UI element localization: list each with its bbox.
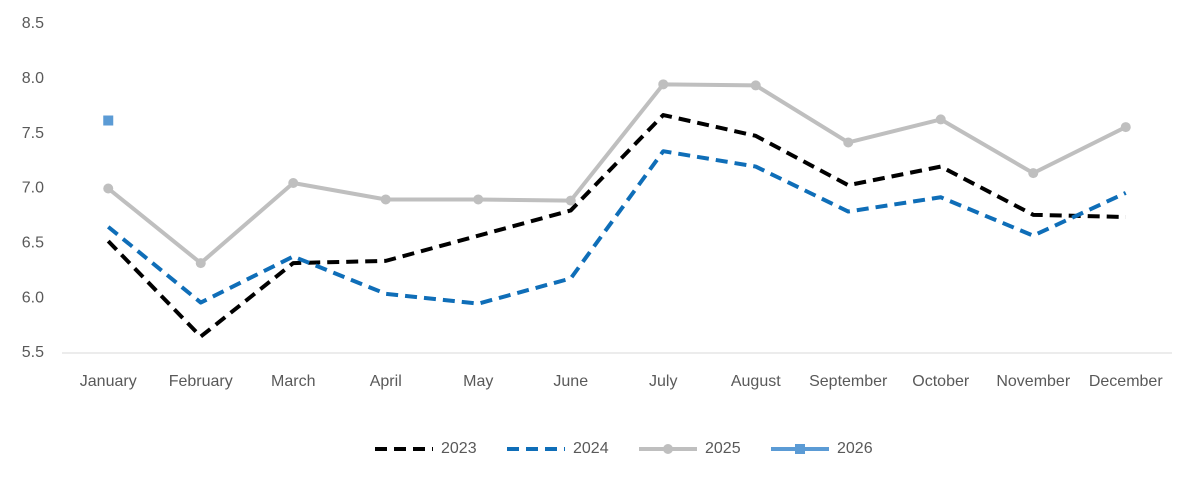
x-tick-label: April xyxy=(370,373,402,390)
point-marker xyxy=(380,194,391,205)
legend-label: 2026 xyxy=(837,440,873,457)
legend-marker xyxy=(663,444,673,454)
legend-label: 2025 xyxy=(705,440,741,457)
x-tick-label: January xyxy=(80,373,137,390)
x-tick-label: July xyxy=(649,373,677,390)
point-marker xyxy=(1120,122,1131,133)
legend: 2023 2024 2025 2026 xyxy=(375,440,873,457)
y-tick-label: 6.0 xyxy=(22,289,44,306)
point-marker xyxy=(658,79,669,90)
point-marker xyxy=(1028,168,1039,179)
y-tick-label: 5.5 xyxy=(22,344,44,361)
series-line xyxy=(106,82,1127,266)
legend-marker xyxy=(795,444,805,454)
x-tick-label: December xyxy=(1089,373,1163,390)
x-tick-label: August xyxy=(731,373,781,390)
series-line xyxy=(106,149,1127,306)
x-tick-label: October xyxy=(912,373,970,390)
x-tick-label: November xyxy=(996,373,1070,390)
y-tick-label: 8.0 xyxy=(22,70,44,87)
legend-label: 2023 xyxy=(441,440,477,457)
point-marker xyxy=(565,195,576,206)
point-marker xyxy=(103,115,114,126)
x-tick-label: May xyxy=(463,373,493,390)
legend-label: 2024 xyxy=(573,440,609,457)
point-marker xyxy=(750,80,761,91)
x-tick-label: February xyxy=(169,373,233,390)
point-marker xyxy=(195,258,206,269)
y-tick-label: 8.5 xyxy=(22,15,44,32)
point-marker xyxy=(288,178,299,189)
y-tick-label: 6.5 xyxy=(22,235,44,252)
y-tick-label: 7.0 xyxy=(22,180,44,197)
point-marker xyxy=(935,114,946,125)
x-tick-label: September xyxy=(809,373,888,390)
x-tick-label: June xyxy=(553,373,588,390)
y-tick-label: 7.5 xyxy=(22,125,44,142)
point-marker xyxy=(473,194,484,205)
series-line xyxy=(106,113,1126,339)
point-marker xyxy=(843,137,854,148)
x-tick-label: March xyxy=(271,373,315,390)
point-marker xyxy=(103,183,114,194)
